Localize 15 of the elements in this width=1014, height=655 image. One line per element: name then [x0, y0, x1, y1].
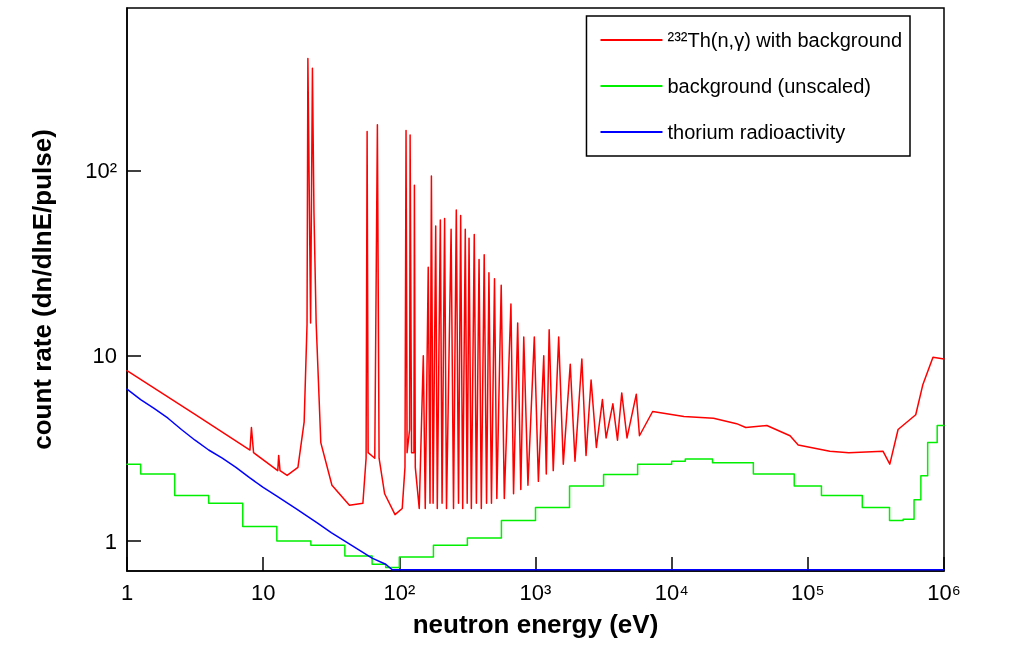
y-tick-label: 1 [104, 528, 117, 554]
y-axis-title: count rate (dn/dlnE/pulse) [27, 129, 57, 450]
x-tick-label: 1 [120, 579, 134, 605]
x-tick-label: 10² [383, 579, 416, 605]
legend-label: thorium radioactivity [667, 121, 846, 143]
x-tick-label: 10⁵ [791, 579, 825, 605]
legend-label: ²³²Th(n,γ) with background [667, 29, 903, 51]
x-tick-label: 10⁶ [927, 579, 961, 605]
y-tick-label: 10² [85, 157, 117, 183]
y-tick-label: 10 [92, 343, 117, 369]
x-tick-label: 10³ [519, 579, 552, 605]
x-axis-title: neutron energy (eV) [412, 609, 659, 639]
x-tick-label: 10 [250, 579, 276, 605]
legend-label: background (unscaled) [667, 75, 871, 97]
x-tick-label: 10⁴ [654, 579, 689, 605]
